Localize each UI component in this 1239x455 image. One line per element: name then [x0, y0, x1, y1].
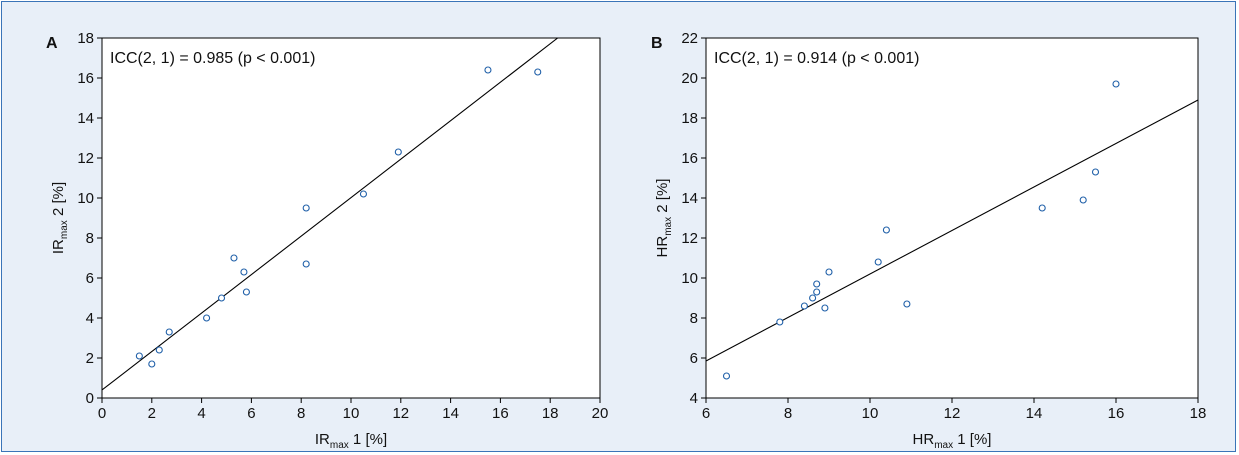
x-tick-label: 20 [592, 405, 609, 422]
data-point [217, 294, 226, 302]
data-point [394, 148, 402, 156]
plot-area [705, 37, 1199, 399]
data-point [230, 254, 238, 262]
data-point [484, 66, 492, 74]
data-point [302, 204, 310, 212]
x-axis-label: IRmax 1 [%] [315, 431, 387, 451]
data-point [359, 190, 368, 198]
x-tick-label: 2 [148, 405, 156, 422]
data-point [903, 300, 911, 308]
y-tick-label: 18 [77, 30, 94, 47]
panel-b: B ICC(2, 1) = 0.914 (p < 0.001) HRmax 1 … [651, 30, 1206, 451]
fit-line [102, 38, 559, 391]
icc-annotation: ICC(2, 1) = 0.985 (p < 0.001) [110, 50, 315, 67]
x-tick-label: 6 [702, 405, 710, 422]
data-point [240, 268, 248, 276]
data-point [821, 304, 829, 312]
x-tick-label: 12 [392, 405, 409, 422]
x-tick-label: 14 [1026, 405, 1043, 422]
y-tick-label: 4 [86, 310, 94, 327]
y-tick-label: 8 [86, 230, 94, 247]
data-point [203, 314, 211, 322]
x-tick-label: 18 [542, 405, 559, 422]
y-tick-label: 18 [681, 110, 698, 127]
y-tick-label: 22 [681, 30, 698, 47]
y-tick-label: 16 [77, 70, 94, 87]
data-point [155, 346, 163, 354]
y-tick-label: 2 [86, 350, 94, 367]
data-point [776, 318, 784, 326]
y-tick-label: 0 [86, 390, 94, 407]
x-tick-label: 14 [442, 405, 459, 422]
y-tick-label: 12 [77, 150, 94, 167]
y-tick-label: 8 [690, 310, 698, 327]
panel-label: A [46, 35, 58, 52]
data-point [302, 260, 310, 268]
data-point [534, 68, 542, 76]
x-tick-label: 16 [1108, 405, 1125, 422]
x-tick-label: 8 [784, 405, 792, 422]
data-point [148, 360, 156, 368]
data-point [882, 226, 890, 234]
y-tick-label: 10 [681, 270, 698, 287]
panel-a: A ICC(2, 1) = 0.985 (p < 0.001) IRmax 1 … [46, 30, 608, 451]
y-tick-label: 16 [681, 150, 698, 167]
data-point [1079, 196, 1087, 204]
y-axis-label: HRmax 2 [%] [654, 179, 674, 258]
x-tick-label: 18 [1190, 405, 1207, 422]
data-point [135, 352, 143, 360]
data-point [800, 302, 808, 310]
y-tick-label: 6 [86, 270, 94, 287]
data-point [1038, 204, 1046, 212]
y-tick-label: 14 [681, 190, 698, 207]
fit-line [706, 99, 1198, 362]
x-tick-label: 10 [862, 405, 879, 422]
plot-area [101, 37, 601, 399]
data-point [825, 268, 833, 276]
x-tick-label: 10 [343, 405, 360, 422]
y-axis-label: IRmax 2 [%] [50, 182, 70, 254]
y-tick-label: 10 [77, 190, 94, 207]
icc-annotation: ICC(2, 1) = 0.914 (p < 0.001) [714, 50, 919, 67]
data-point [813, 288, 821, 296]
x-tick-label: 8 [297, 405, 305, 422]
y-tick-label: 20 [681, 70, 698, 87]
y-tick-label: 12 [681, 230, 698, 247]
data-point [1091, 168, 1100, 176]
data-point [809, 294, 817, 302]
data-point [722, 372, 731, 380]
x-tick-label: 0 [98, 405, 106, 422]
data-point [1112, 80, 1120, 88]
y-tick-label: 4 [690, 390, 698, 407]
data-point [165, 328, 173, 336]
x-tick-label: 12 [944, 405, 961, 422]
x-tick-label: 6 [247, 405, 255, 422]
y-tick-label: 6 [690, 350, 698, 367]
data-point [813, 280, 821, 288]
data-point [242, 288, 250, 296]
x-axis-label: HRmax 1 [%] [913, 431, 992, 451]
y-tick-label: 14 [77, 110, 94, 127]
x-tick-label: 16 [492, 405, 509, 422]
data-point [874, 258, 882, 266]
x-tick-label: 4 [197, 405, 205, 422]
panel-label: B [651, 35, 663, 52]
